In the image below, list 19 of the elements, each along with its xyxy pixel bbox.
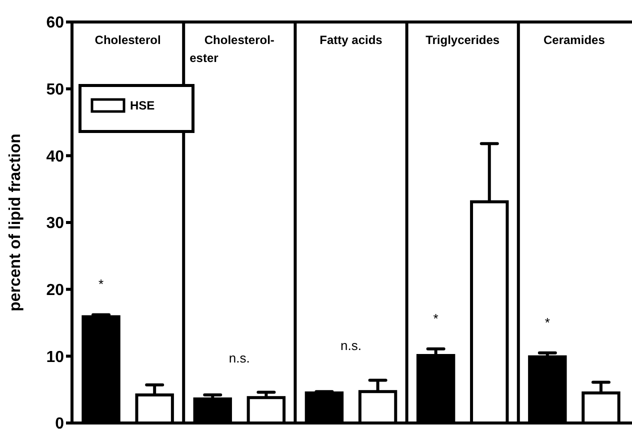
- y-tick-label: 10: [46, 348, 64, 366]
- legend-label: HSE: [130, 98, 155, 113]
- y-tick-label: 40: [46, 148, 64, 166]
- x-tick-label: Fatty acids: [320, 33, 383, 47]
- annotation: *: [98, 276, 104, 292]
- x-tick-label: Ceramides: [544, 33, 606, 47]
- y-tick-label: 60: [46, 14, 64, 32]
- x-tick-label: Cholesterol- ester: [190, 33, 274, 65]
- x-tick-label: Triglycerides: [426, 33, 500, 47]
- annotation: *: [433, 310, 438, 326]
- y-tick-label: 30: [46, 215, 64, 232]
- y-tick-label: 50: [46, 81, 64, 98]
- y-tick-label: 20: [46, 282, 64, 299]
- y-tick-label: 0: [55, 416, 64, 429]
- annotation: n.s.: [228, 350, 250, 366]
- annotation: n.s.: [340, 338, 362, 354]
- annotation: *: [544, 314, 550, 330]
- y-axis-title: percent of lipid fraction: [7, 134, 24, 312]
- x-tick-label: Cholesterol: [94, 33, 161, 47]
